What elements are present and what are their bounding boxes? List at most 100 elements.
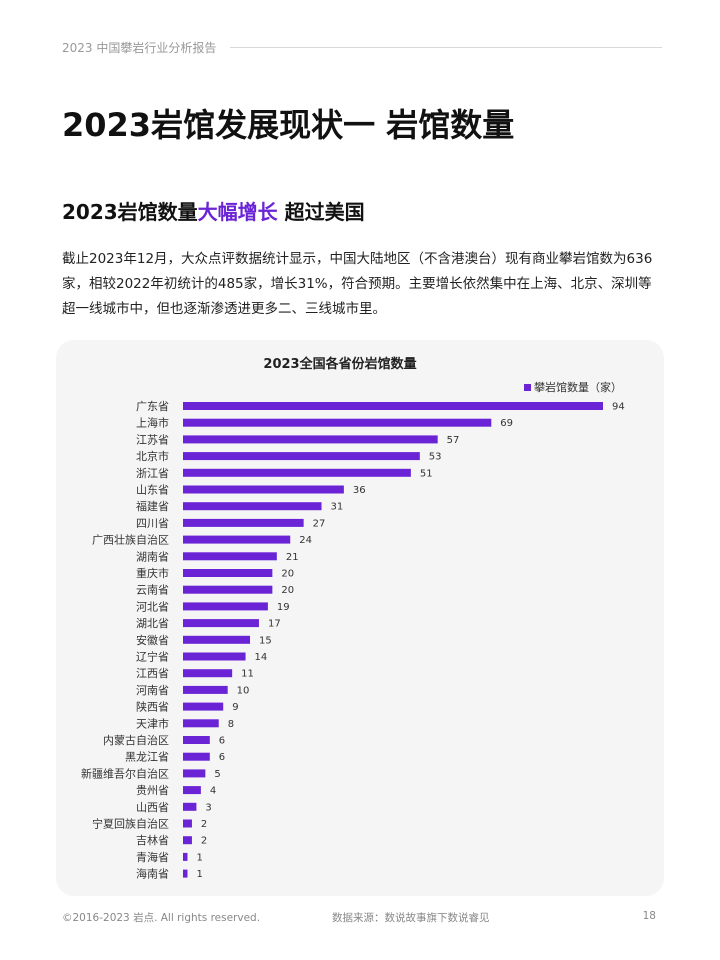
value-label: 4 [210, 786, 216, 797]
category-label: 浙江省 [136, 467, 169, 480]
category-label: 河北省 [136, 600, 169, 613]
bar [183, 652, 246, 661]
category-label: 江西省 [136, 667, 169, 680]
category-label: 新疆维吾尔自治区 [81, 766, 169, 780]
category-label: 云南省 [136, 584, 169, 597]
bar [183, 402, 603, 410]
value-label: 2 [201, 819, 207, 830]
category-label: 陕西省 [136, 700, 169, 714]
category-label: 山东省 [136, 484, 169, 497]
bar [183, 869, 188, 878]
value-label: 53 [429, 452, 442, 463]
bar [183, 802, 197, 811]
subtitle-part2: 超过美国 [277, 200, 365, 224]
value-label: 14 [255, 652, 268, 663]
bar [183, 502, 322, 511]
value-label: 2 [201, 836, 207, 847]
bar [183, 468, 411, 477]
bar [183, 819, 192, 828]
value-label: 21 [286, 552, 299, 563]
category-label: 广西壮族自治区 [92, 533, 169, 547]
bar [183, 435, 438, 444]
bar [183, 619, 259, 628]
bar [183, 719, 219, 728]
category-label: 北京市 [136, 449, 169, 463]
bar [183, 669, 233, 678]
legend-label: 攀岩馆数量（家） [534, 380, 622, 394]
category-label: 辽宁省 [136, 650, 169, 664]
category-label: 山西省 [136, 801, 169, 814]
chart-title: 2023全国各省份岩馆数量 [263, 356, 416, 372]
category-label: 河南省 [136, 684, 169, 697]
category-label: 内蒙古自治区 [103, 733, 169, 747]
category-label: 江苏省 [136, 433, 169, 446]
category-label: 重庆市 [136, 566, 169, 580]
value-label: 17 [268, 619, 281, 630]
category-label: 青海省 [136, 850, 169, 864]
bar [183, 702, 224, 711]
bar [183, 552, 277, 561]
value-label: 20 [281, 585, 294, 596]
value-label: 9 [232, 702, 238, 713]
value-label: 6 [219, 736, 225, 747]
bar [183, 852, 188, 861]
value-label: 1 [196, 852, 202, 863]
category-label: 四川省 [136, 517, 169, 530]
value-label: 10 [237, 685, 250, 696]
bar [183, 685, 228, 694]
value-label: 27 [313, 518, 326, 529]
value-label: 6 [219, 752, 225, 763]
category-label: 广东省 [136, 400, 169, 413]
bar [183, 518, 304, 527]
value-label: 20 [281, 569, 294, 580]
category-label: 上海市 [136, 416, 169, 430]
copyright: ©2016-2023 岩点. All rights reserved. [62, 912, 261, 924]
bar [183, 585, 273, 594]
section-subtitle: 2023岩馆数量大幅增长 超过美国 [62, 196, 365, 225]
value-label: 51 [420, 468, 433, 479]
value-label: 24 [299, 535, 312, 546]
legend-swatch [524, 384, 531, 391]
category-label: 福建省 [136, 499, 169, 513]
header-divider [230, 46, 662, 48]
bar [183, 452, 420, 461]
value-label: 94 [612, 402, 625, 413]
value-label: 1 [196, 869, 202, 880]
category-label: 湖南省 [136, 550, 169, 563]
value-label: 36 [353, 485, 366, 496]
subtitle-highlight: 大幅增长 [197, 200, 278, 224]
value-label: 15 [259, 635, 272, 646]
page-number: 18 [642, 910, 656, 922]
chart-card: 2023全国各省份岩馆数量 攀岩馆数量（家） 广东省 94 上海市 69 江苏省 57 北京… [56, 340, 664, 896]
subtitle-part1: 2023岩馆数量 [62, 200, 198, 224]
value-label: 3 [205, 802, 211, 813]
bar [183, 602, 268, 611]
bar [183, 635, 251, 644]
category-label: 贵州省 [136, 784, 169, 797]
report-header: 2023 中国攀岩行业分析报告 [62, 38, 662, 56]
category-label: 安徽省 [136, 633, 169, 647]
bar [183, 535, 291, 544]
value-label: 5 [214, 769, 220, 780]
bar [183, 569, 273, 577]
page-footer: ©2016-2023 岩点. All rights reserved. 数据来源… [62, 910, 662, 926]
value-label: 69 [500, 418, 513, 429]
category-label: 宁夏回族自治区 [92, 817, 169, 831]
page-title: 2023岩馆发展现状一 岩馆数量 [62, 106, 515, 144]
value-label: 11 [241, 669, 254, 680]
intro-paragraph: 截止2023年12月，大众点评数据统计显示，中国大陆地区（不含港澳台）现有商业攀… [62, 251, 653, 317]
report-title: 2023 中国攀岩行业分析报告 [62, 40, 217, 55]
bar [183, 418, 492, 427]
category-label: 天津市 [136, 716, 169, 730]
bar [183, 485, 344, 494]
value-label: 31 [331, 502, 344, 513]
bar [183, 836, 192, 845]
data-source: 数据来源：数说故事旗下数说睿见 [332, 912, 490, 924]
value-label: 19 [277, 602, 290, 613]
category-label: 黑龙江省 [125, 751, 169, 764]
value-label: 57 [447, 435, 460, 446]
value-label: 8 [228, 719, 234, 730]
category-label: 吉林省 [136, 833, 169, 847]
